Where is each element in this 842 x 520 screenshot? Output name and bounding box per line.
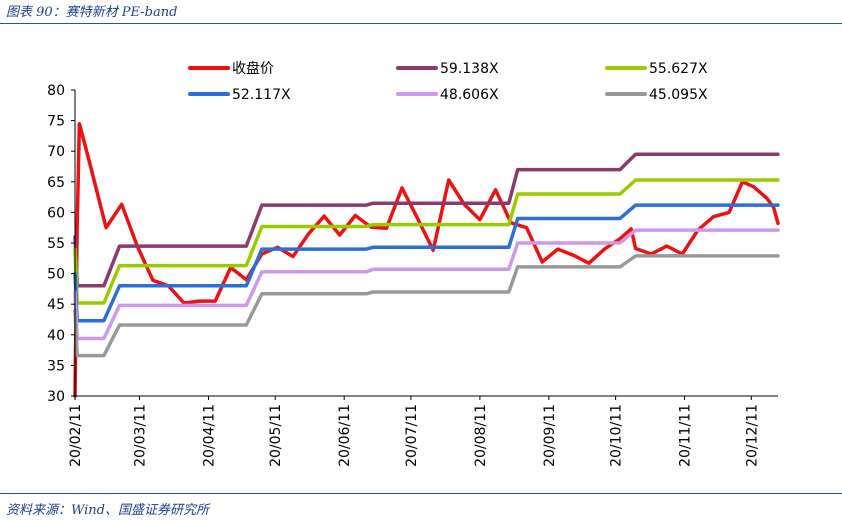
legend-label-0: 收盘价 [232, 60, 274, 77]
x-tick-label-1: 20/03/11 [133, 404, 149, 467]
title-divider [0, 23, 842, 24]
series-line-2 [73, 178, 780, 305]
series-lines [73, 121, 780, 398]
pe-band-chart: 30 35 40 45 50 55 60 65 70 75 80 20/02/11 20/03/11 20… [47, 60, 780, 467]
x-tick-label-10: 20/12/11 [744, 404, 760, 467]
y-tick-label-50: 50 [47, 267, 65, 283]
x-tick-label-3: 20/05/11 [268, 404, 284, 467]
y-tick-label-75: 75 [47, 114, 65, 130]
y-tick-label-35: 35 [47, 358, 65, 374]
y-tick-label-70: 70 [47, 144, 65, 160]
y-tick-label-80: 80 [47, 83, 65, 99]
legend-label-2: 55.627X [649, 61, 708, 77]
legend: 收盘价 59.138X 55.627X 52.117X 48.606X 45.095X [188, 60, 708, 103]
x-tick-label-0: 20/02/11 [68, 404, 84, 467]
y-tick-label-45: 45 [47, 297, 65, 313]
x-tick-label-7: 20/09/11 [542, 404, 558, 467]
y-tick-label-65: 65 [47, 175, 65, 191]
x-tick-label-6: 20/08/11 [473, 404, 489, 467]
series-line-1 [73, 152, 780, 288]
series-line-0 [73, 121, 780, 398]
series-line-4 [73, 228, 780, 341]
figure-title: 图表 90：赛特新材 PE-band [6, 5, 178, 20]
legend-label-1: 59.138X [440, 61, 499, 77]
series-line-5 [73, 254, 780, 358]
x-tick-label-4: 20/06/11 [337, 404, 353, 467]
series-line-3 [73, 203, 780, 323]
y-tick-label-40: 40 [47, 328, 65, 344]
x-tick-label-8: 20/10/11 [609, 404, 625, 467]
y-tick-label-55: 55 [47, 236, 65, 252]
x-tick-label-2: 20/04/11 [201, 404, 217, 467]
source-note: 资料来源：Wind、国盛证券研究所 [6, 503, 209, 518]
legend-label-3: 52.117X [232, 87, 291, 103]
y-tick-label-60: 60 [47, 205, 65, 221]
legend-label-5: 45.095X [649, 87, 708, 103]
y-tick-label-30: 30 [47, 389, 65, 405]
source-divider [0, 493, 842, 494]
x-tick-label-9: 20/11/11 [678, 404, 694, 467]
x-tick-label-5: 20/07/11 [404, 404, 420, 467]
legend-label-4: 48.606X [440, 87, 499, 103]
